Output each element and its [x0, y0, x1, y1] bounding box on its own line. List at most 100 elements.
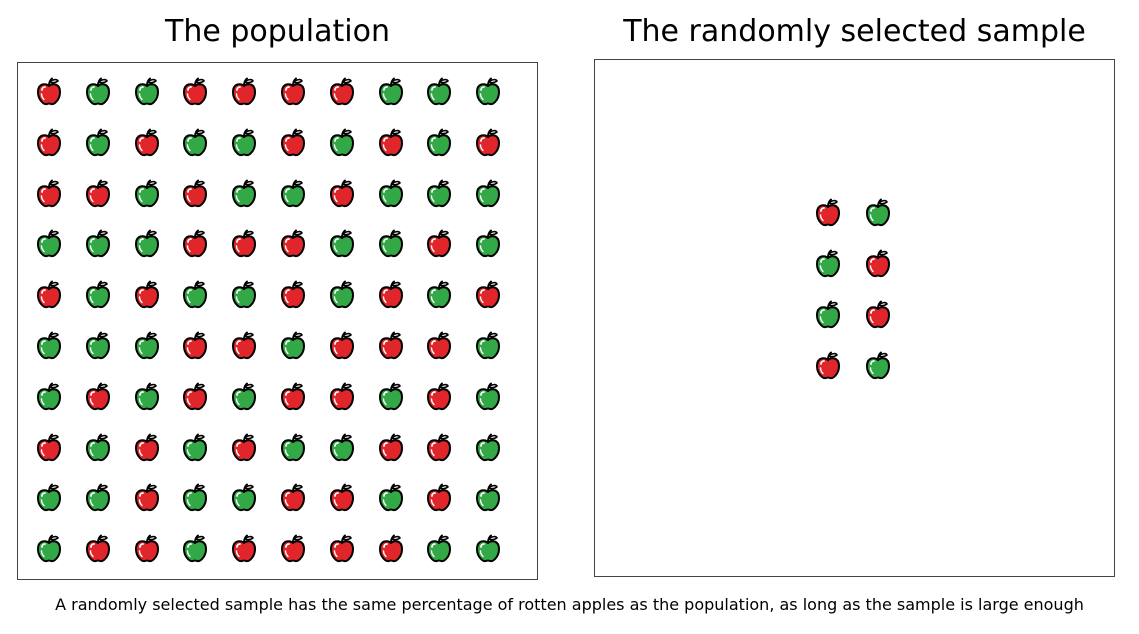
population-apple-rotten-icon	[424, 483, 454, 513]
population-apple-rotten-icon	[278, 534, 308, 564]
population-apple-rotten-icon	[376, 331, 406, 361]
population-apple-rotten-icon	[83, 179, 113, 209]
population-apple-good-icon	[473, 179, 503, 209]
population-apple-good-icon	[34, 382, 64, 412]
population-apple-good-icon	[473, 483, 503, 513]
sample-apple-good-icon	[863, 198, 893, 228]
population-apple-rotten-icon	[376, 534, 406, 564]
population-apple-rotten-icon	[34, 280, 64, 310]
population-apple-rotten-icon	[229, 433, 259, 463]
population-apple-good-icon	[473, 331, 503, 361]
population-apple-good-icon	[278, 433, 308, 463]
population-apple-good-icon	[376, 229, 406, 259]
population-apple-rotten-icon	[424, 433, 454, 463]
population-apple-good-icon	[83, 331, 113, 361]
population-apple-good-icon	[34, 534, 64, 564]
population-apple-good-icon	[180, 128, 210, 158]
population-apple-rotten-icon	[327, 534, 357, 564]
population-apple-good-icon	[327, 433, 357, 463]
population-apple-rotten-icon	[424, 331, 454, 361]
population-apple-good-icon	[424, 128, 454, 158]
sample-title: The randomly selected sample	[623, 14, 1086, 49]
population-apple-good-icon	[34, 229, 64, 259]
caption: A randomly selected sample has the same …	[55, 595, 1084, 614]
population-apple-good-icon	[34, 331, 64, 361]
sample-apple-rotten-icon	[863, 300, 893, 330]
population-apple-good-icon	[132, 77, 162, 107]
population-apple-good-icon	[83, 280, 113, 310]
population-apple-good-icon	[327, 280, 357, 310]
population-apple-good-icon	[424, 280, 454, 310]
population-apple-good-icon	[180, 280, 210, 310]
population-apple-good-icon	[229, 128, 259, 158]
population-apple-good-icon	[473, 77, 503, 107]
population-apple-good-icon	[180, 534, 210, 564]
sample-apple-good-icon	[813, 300, 843, 330]
population-apple-good-icon	[229, 280, 259, 310]
population-apple-rotten-icon	[229, 331, 259, 361]
population-apple-rotten-icon	[327, 382, 357, 412]
sample-apple-good-icon	[863, 351, 893, 381]
population-apple-rotten-icon	[424, 229, 454, 259]
population-apple-rotten-icon	[34, 128, 64, 158]
population-apple-good-icon	[424, 534, 454, 564]
population-apple-good-icon	[132, 179, 162, 209]
sample-apple-rotten-icon	[813, 198, 843, 228]
population-apple-good-icon	[180, 483, 210, 513]
population-apple-good-icon	[132, 382, 162, 412]
population-apple-rotten-icon	[132, 280, 162, 310]
population-apple-rotten-icon	[132, 534, 162, 564]
population-apple-rotten-icon	[376, 128, 406, 158]
population-apple-rotten-icon	[473, 280, 503, 310]
sample-apple-rotten-icon	[813, 351, 843, 381]
population-apple-good-icon	[83, 433, 113, 463]
population-apple-rotten-icon	[34, 77, 64, 107]
population-apple-rotten-icon	[83, 534, 113, 564]
population-apple-good-icon	[424, 179, 454, 209]
population-apple-rotten-icon	[83, 382, 113, 412]
population-apple-good-icon	[83, 128, 113, 158]
population-apple-good-icon	[83, 483, 113, 513]
population-apple-good-icon	[473, 229, 503, 259]
population-apple-rotten-icon	[132, 433, 162, 463]
sample-apple-good-icon	[813, 249, 843, 279]
population-apple-good-icon	[473, 534, 503, 564]
population-apple-good-icon	[229, 382, 259, 412]
population-apple-rotten-icon	[278, 128, 308, 158]
population-apple-rotten-icon	[327, 331, 357, 361]
population-apple-rotten-icon	[278, 382, 308, 412]
population-apple-rotten-icon	[229, 77, 259, 107]
population-apple-good-icon	[83, 77, 113, 107]
population-apple-good-icon	[229, 179, 259, 209]
population-apple-rotten-icon	[278, 280, 308, 310]
population-apple-rotten-icon	[424, 382, 454, 412]
population-apple-rotten-icon	[473, 128, 503, 158]
population-apple-good-icon	[424, 77, 454, 107]
population-apple-good-icon	[327, 229, 357, 259]
population-apple-rotten-icon	[229, 534, 259, 564]
population-apple-rotten-icon	[327, 77, 357, 107]
population-apple-good-icon	[473, 433, 503, 463]
population-apple-rotten-icon	[376, 433, 406, 463]
population-apple-good-icon	[376, 179, 406, 209]
population-apple-rotten-icon	[132, 483, 162, 513]
population-apple-rotten-icon	[180, 229, 210, 259]
sample-apple-rotten-icon	[863, 249, 893, 279]
population-apple-good-icon	[132, 331, 162, 361]
population-apple-rotten-icon	[376, 280, 406, 310]
population-apple-good-icon	[180, 433, 210, 463]
population-apple-rotten-icon	[132, 128, 162, 158]
population-apple-rotten-icon	[278, 229, 308, 259]
population-panel	[17, 62, 538, 580]
population-title: The population	[165, 14, 390, 49]
population-apple-rotten-icon	[229, 229, 259, 259]
population-apple-good-icon	[327, 128, 357, 158]
population-apple-good-icon	[376, 382, 406, 412]
population-apple-rotten-icon	[327, 179, 357, 209]
population-apple-good-icon	[376, 483, 406, 513]
population-apple-good-icon	[278, 179, 308, 209]
population-apple-good-icon	[132, 229, 162, 259]
population-apple-rotten-icon	[180, 382, 210, 412]
population-apple-rotten-icon	[327, 483, 357, 513]
population-apple-rotten-icon	[34, 179, 64, 209]
